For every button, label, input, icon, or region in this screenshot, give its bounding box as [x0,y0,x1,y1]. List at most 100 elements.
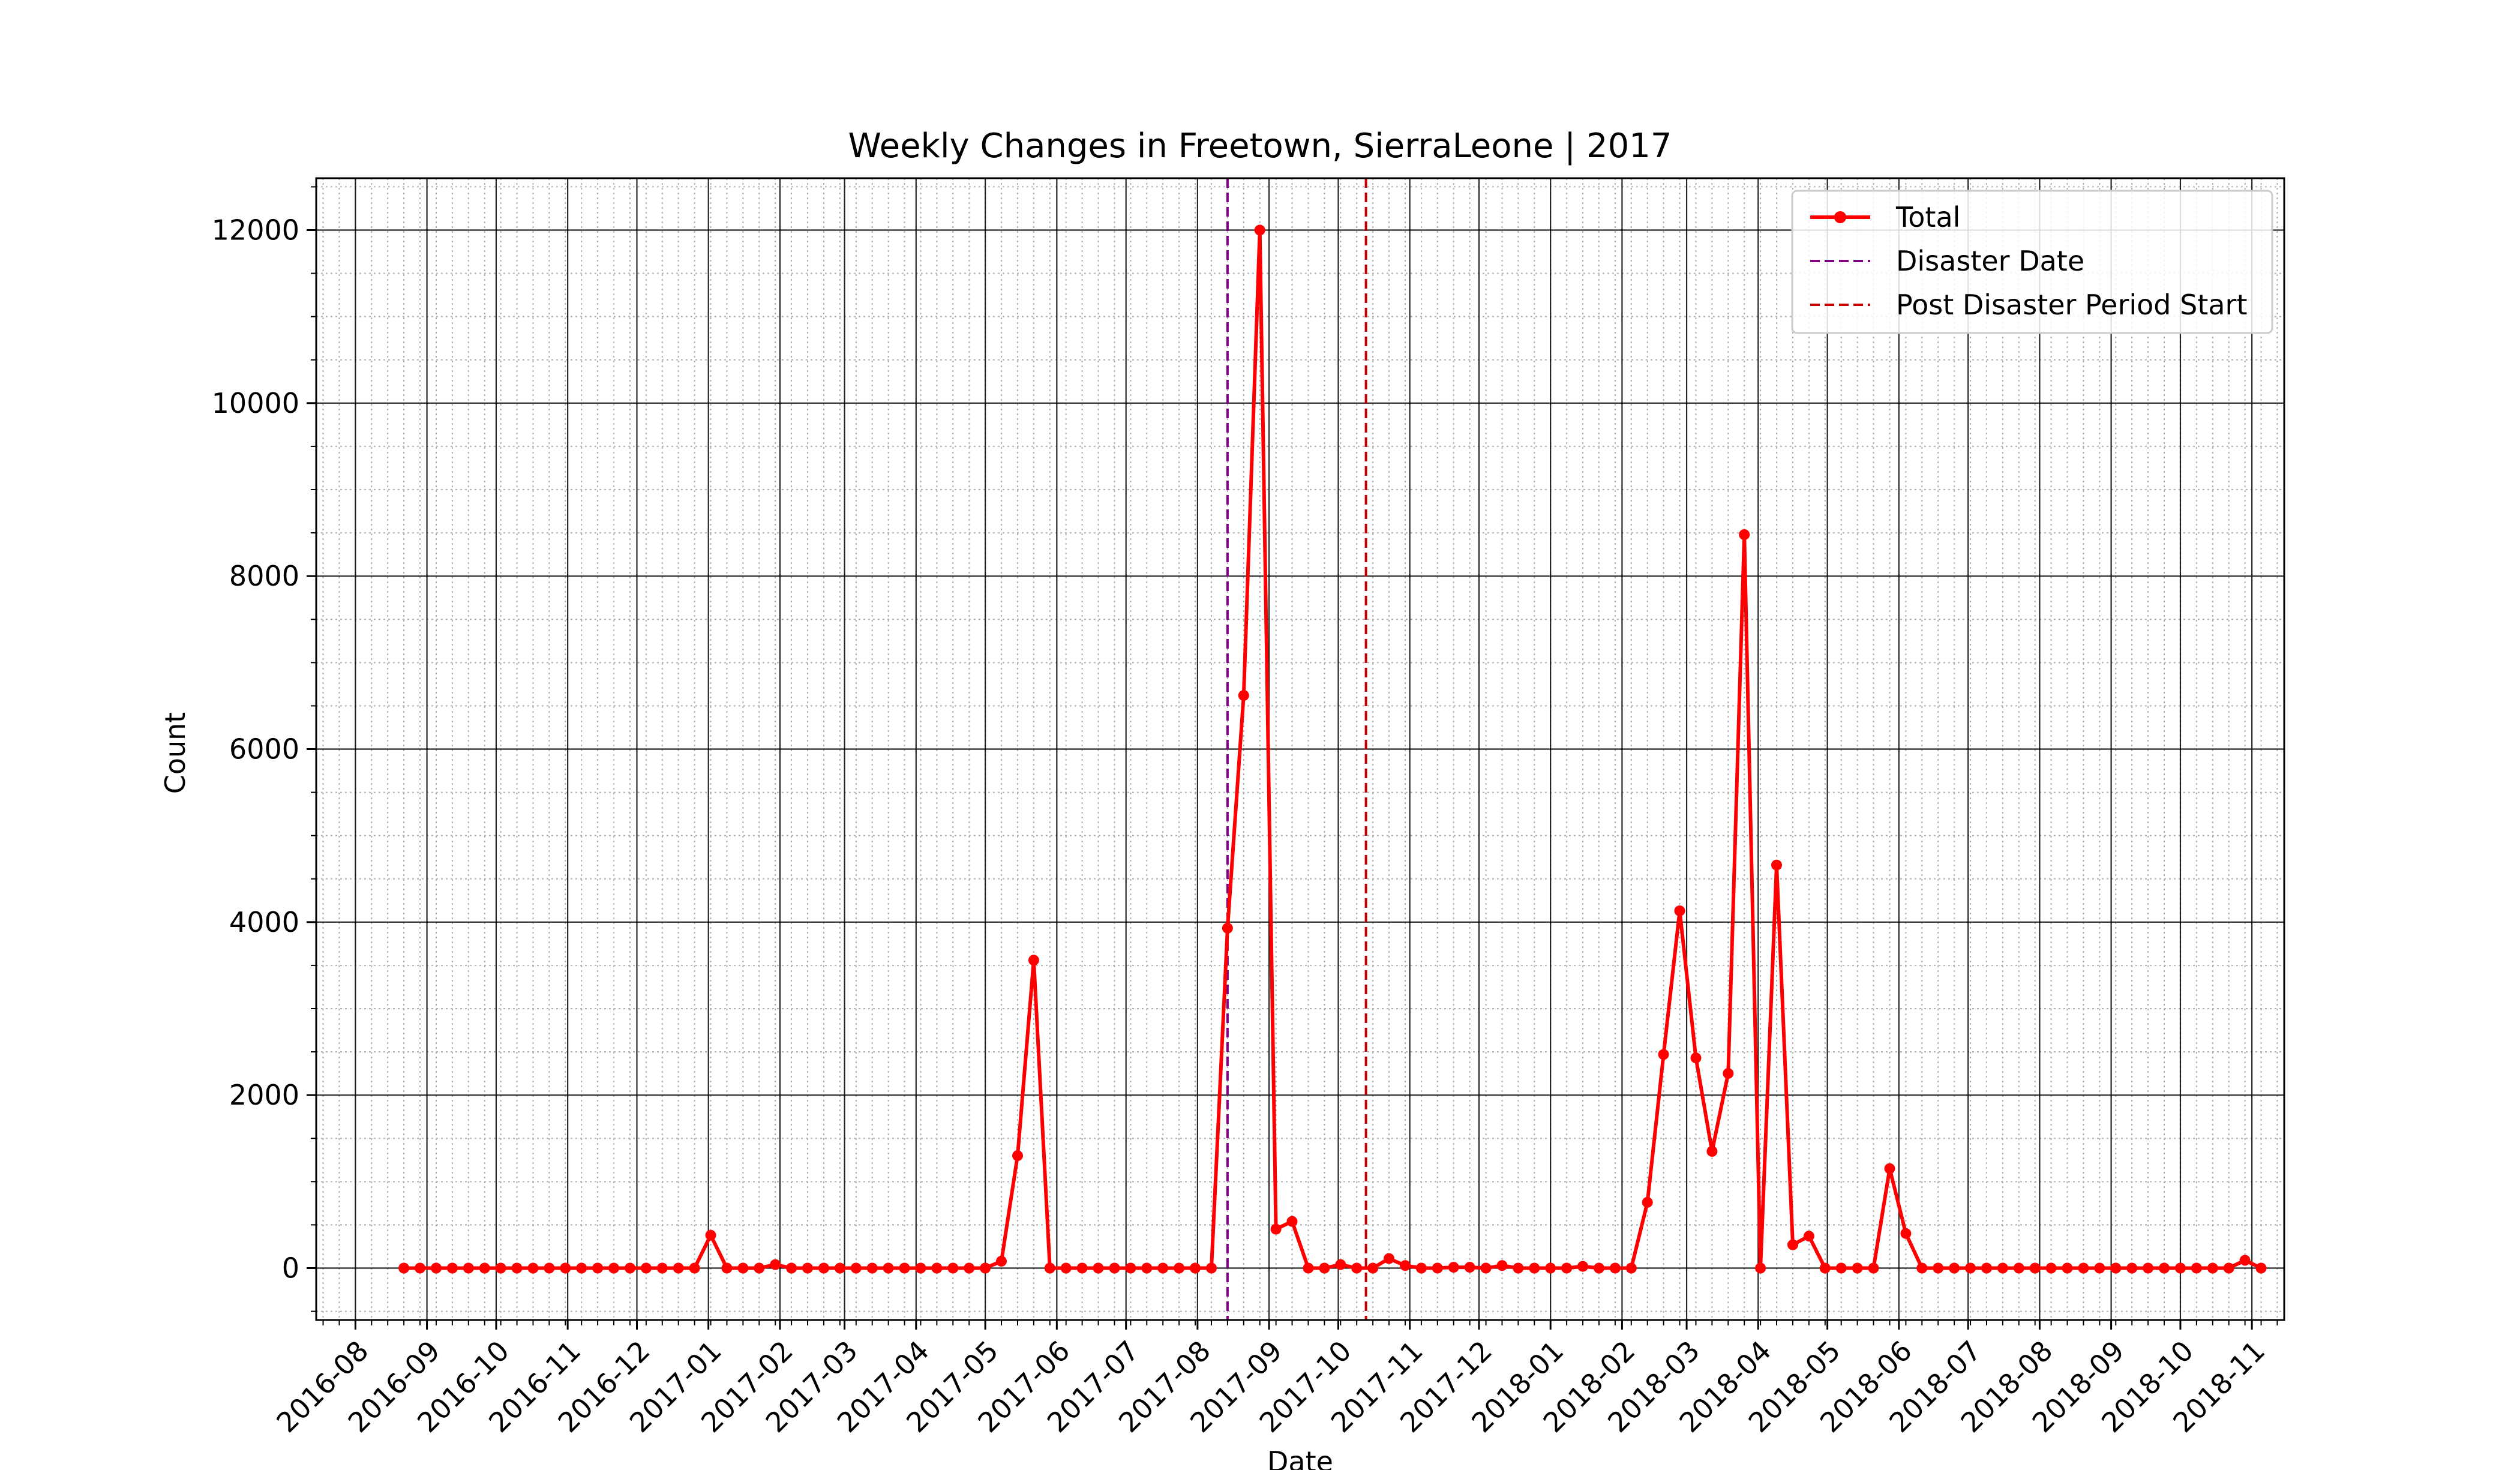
data-point [1981,1262,1992,1274]
data-point [1642,1196,1653,1208]
y-tick-label: 6000 [229,733,299,766]
data-point [737,1262,749,1274]
y-tick-label: 2000 [229,1079,299,1111]
data-point [527,1262,539,1274]
data-point [2191,1262,2202,1274]
data-point [1529,1262,1540,1274]
chart-title: Weekly Changes in Freetown, SierraLeone … [848,127,1672,166]
series-layer [398,224,2267,1274]
legend-post-disaster-label: Post Disaster Period Start [1896,289,2248,321]
data-point [770,1259,781,1270]
data-point [1755,1262,1766,1274]
legend-total-label: Total [1895,201,1960,233]
data-point [1157,1262,1169,1274]
data-point [850,1262,862,1274]
data-point [996,1256,1007,1267]
data-point [2207,1262,2218,1274]
data-point [1561,1262,1573,1274]
data-point [754,1262,765,1274]
data-point [786,1262,797,1274]
data-point [1819,1262,1831,1274]
data-point [415,1262,425,1274]
data-point [608,1262,619,1274]
data-point [2143,1262,2154,1274]
data-point [802,1262,813,1274]
data-point [592,1262,604,1274]
major-gridlines [316,178,2284,1320]
data-point [899,1262,910,1274]
data-point [1270,1223,1282,1235]
data-point [1335,1259,1346,1270]
y-axis-label: Count [159,712,191,794]
x-axis-label: Date [1267,1445,1333,1470]
data-point [1835,1262,1847,1274]
data-point [463,1262,474,1274]
data-point [818,1262,829,1274]
reference-lines [1226,178,1367,1320]
data-point [2062,1262,2073,1274]
data-point [1949,1262,1960,1274]
plot-frame [315,177,2285,1321]
data-point [1496,1260,1508,1271]
data-point [1206,1262,1217,1274]
data-point [1674,905,1685,917]
data-point [1916,1262,1928,1274]
data-point [2094,1262,2105,1274]
data-point [576,1262,587,1274]
data-point [1319,1262,1330,1274]
data-point [560,1262,571,1274]
data-point [2013,1262,2024,1274]
data-point [640,1262,652,1274]
data-point [1415,1262,1427,1274]
data-point [1609,1262,1621,1274]
legend-total-marker [1834,211,1846,223]
data-point [1238,690,1249,701]
data-point [1803,1231,1814,1242]
data-point [673,1262,684,1274]
data-point [915,1262,926,1274]
data-point [2239,1255,2251,1266]
data-point [2223,1262,2234,1274]
data-point [2126,1262,2138,1274]
data-point [398,1262,410,1274]
data-point [1868,1262,1879,1274]
data-point [1109,1262,1120,1274]
data-point [1432,1262,1443,1274]
data-point [1690,1052,1702,1064]
y-tick-label: 8000 [229,560,299,592]
data-point [1190,1262,1201,1274]
data-point [1900,1228,1912,1239]
legend: Total Disaster Date Post Disaster Period… [1791,190,2273,334]
data-point [1044,1262,1055,1274]
y-tick-label: 12000 [212,214,299,247]
data-point [511,1262,523,1274]
data-point [2255,1262,2267,1274]
data-point [1739,529,1750,540]
data-point [1028,955,1039,966]
data-point [2159,1262,2170,1274]
data-point [980,1262,991,1274]
data-point [2078,1262,2089,1274]
data-point [1480,1262,1492,1274]
data-point [1384,1253,1394,1264]
data-point [883,1262,894,1274]
data-point [1513,1262,1524,1274]
data-point [834,1262,845,1274]
data-point [964,1262,975,1274]
data-point [1997,1262,2008,1274]
data-point [446,1262,458,1274]
y-tick-label: 0 [282,1252,299,1285]
legend-disaster-label: Disaster Date [1896,245,2084,277]
data-point [1771,859,1782,871]
data-point [1706,1145,1718,1157]
data-point [2045,1262,2057,1274]
legend-box [1791,190,2273,334]
data-point [1884,1163,1895,1174]
data-point [1594,1262,1604,1274]
data-point [1012,1150,1023,1162]
data-point [1076,1262,1088,1274]
data-point [2175,1262,2186,1274]
data-point [2029,1262,2041,1274]
data-point [1625,1262,1637,1274]
